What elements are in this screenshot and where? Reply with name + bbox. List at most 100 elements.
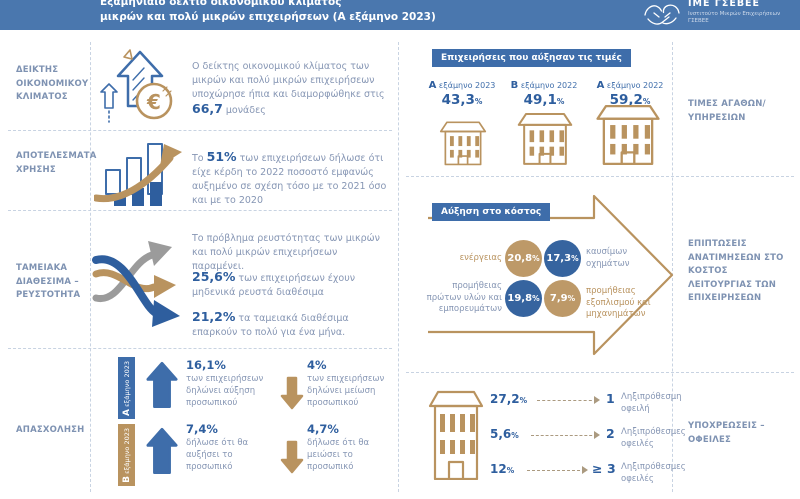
debt-value-1: 27,2% xyxy=(490,392,527,406)
section-label-employment: ΑΠΑΣΧΟΛΗΣΗ xyxy=(16,425,85,435)
up-arrow-icon xyxy=(146,426,178,480)
period-letter: Α xyxy=(596,80,605,91)
employment-down-text-1: των επιχειρήσεων δηλώνει μείωση προσωπικ… xyxy=(307,374,385,408)
value: 12 xyxy=(490,462,507,476)
results-text: Το 51% των επιχειρήσεων δήλωσε ότι είχε … xyxy=(192,150,398,208)
employment-up-value-1: 16,1% xyxy=(186,358,226,372)
divider-left-3 xyxy=(8,348,392,349)
divider-right-1 xyxy=(406,176,794,177)
debt-gte-sign: ≥ xyxy=(592,461,603,476)
employment-up-value-2: 7,4% xyxy=(186,422,218,436)
page-title-line1: Εξαμηνιαίο δελτίο οικονομικού κλίματος xyxy=(100,0,342,8)
cost-badge: Αύξηση στο κόστος xyxy=(432,203,551,221)
cost-circle-energy: 20,8% xyxy=(505,240,542,277)
price-period-3: Α εξάμηνο 2022 xyxy=(590,80,670,91)
period-text: εξάμηνο 2023 xyxy=(436,81,496,90)
cost-circle-equipment: 7,9% xyxy=(544,280,581,317)
period-text: εξάμηνο 2022 xyxy=(518,81,578,90)
value: 20,8 xyxy=(507,253,533,264)
employment-down-value-1: 4% xyxy=(307,358,327,372)
percent-sign: % xyxy=(556,97,565,106)
employment-tag-a-2023: Α εξάμηνο 2023 xyxy=(118,357,135,419)
liquidity-stat-2-value: 21,2% xyxy=(192,309,236,324)
cost-circle-raw-materials: 19,8% xyxy=(505,280,542,317)
cost-label-fuel: καυσίμων οχημάτων xyxy=(586,247,630,269)
price-value-1: 43,3% xyxy=(424,92,500,108)
value: 19,8 xyxy=(507,293,533,304)
employment-up-text-2: δήλωσε ότι θα αυξήσει το προσωπικό xyxy=(186,438,249,472)
value: 59,2 xyxy=(609,92,643,108)
debt-count-3: 3 xyxy=(607,461,616,476)
logo-title: ΙΜΕ ΓΣΕΒΕΕ xyxy=(688,0,761,9)
debt-label-1: Ληξιπρόθεσμη οφειλή xyxy=(621,392,682,414)
building-icon-large xyxy=(594,103,662,170)
price-period-2: Β εξάμηνο 2022 xyxy=(506,80,582,91)
section-label-debts: ΥΠΟΧΡΕΩΣΕΙΣ – ΟΦΕΙΛΕΣ xyxy=(688,421,765,445)
debt-value-3: 12% xyxy=(490,462,514,476)
liquidity-stat-2: 21,2% τα ταμειακά διαθέσιμα επαρκούν το … xyxy=(192,310,384,340)
big-right-arrow-icon xyxy=(426,186,674,368)
period-letter: Α xyxy=(428,80,437,91)
building-icon-debts xyxy=(428,388,484,484)
page-title: Εξαμηνιαίο δελτίο οικονομικού κλίματος μ… xyxy=(100,0,436,25)
dashed-connector-arrow xyxy=(527,466,588,474)
percent-sign: % xyxy=(532,254,540,263)
economic-climate-icon: € xyxy=(96,48,180,130)
cost-label-raw-materials: προμήθειας πρώτων υλών και εμπορευμάτων xyxy=(426,281,502,314)
handshake-icon xyxy=(642,0,682,30)
header-bar: Εξαμηνιαίο δελτίο οικονομικού κλίματος μ… xyxy=(0,0,800,30)
results-text-pre: Το xyxy=(192,153,207,164)
section-label-results: ΑΠΟΤΕΛΕΣΜΑΤΑ ΧΡΗΣΗΣ xyxy=(16,151,97,175)
building-icon-small xyxy=(437,120,489,170)
section-label-prices: ΤΙΜΕΣ ΑΓΑΘΩΝ/ ΥΠΗΡΕΣΙΩΝ xyxy=(688,99,766,123)
divider-center xyxy=(398,42,399,492)
logo-subtitle-line1: Ινστιτούτο Μικρών Επιχειρήσεων xyxy=(688,11,781,17)
percent-sign: % xyxy=(474,97,483,106)
value: 49,1 xyxy=(523,92,557,108)
cost-label-energy: ενέργειας xyxy=(459,253,502,263)
page-title-line2: μικρών και πολύ μικρών επιχειρήσεων (Α ε… xyxy=(100,11,436,23)
prices-badge: Επιχειρήσεις που αύξησαν τις τιμές xyxy=(432,49,631,67)
percent-sign: % xyxy=(511,431,519,440)
tag-letter: Β xyxy=(121,475,132,483)
debt-value-2: 5,6% xyxy=(490,427,519,441)
value: 5,6 xyxy=(490,427,512,441)
divider-left-labels xyxy=(90,42,91,492)
price-period-1: Α εξάμηνο 2023 xyxy=(424,80,500,91)
divider-right-labels xyxy=(672,42,673,492)
liquidity-stat-1-text: των επιχειρήσεων έχουν μηδενικά ρευστά δ… xyxy=(192,273,356,298)
employment-up-text-1: των επιχειρήσεων δηλώνει αύξηση προσωπικ… xyxy=(186,374,264,408)
employment-down-stat-1: 4% των επιχειρήσεων δηλώνει μείωση προσω… xyxy=(307,358,393,409)
cost-label-equipment: προμήθειας εξοπλισμού και μηχανημάτων xyxy=(586,286,651,319)
value: 7,9 xyxy=(549,293,568,304)
logo-subtitle-line2: ΓΣΕΒΕΕ xyxy=(688,18,709,24)
employment-up-stat-1: 16,1% των επιχειρήσεων δηλώνει αύξηση πρ… xyxy=(186,358,278,409)
results-value: 51% xyxy=(206,149,237,164)
logo: ΙΜΕ ΓΣΕΒΕΕ Ινστιτούτο Μικρών Επιχειρήσεω… xyxy=(642,0,780,30)
percent-sign: % xyxy=(532,294,540,303)
down-arrow-icon xyxy=(280,376,304,414)
divider-right-2 xyxy=(406,372,794,373)
up-arrow-icon xyxy=(146,360,178,414)
crossing-arrows-icon xyxy=(92,228,186,337)
percent-sign: % xyxy=(519,396,528,405)
tag-letter: Α xyxy=(121,408,132,416)
debt-label-2: Ληξιπρόθεσμες οφειλές xyxy=(621,427,686,449)
employment-down-text-2: δήλωσε ότι θα μειώσει το προσωπικό xyxy=(307,438,370,472)
percent-sign: % xyxy=(567,294,576,303)
value: 17,3 xyxy=(546,253,572,264)
climate-text-pre: Ο δείκτης οικονομικού κλίματος των μικρώ… xyxy=(192,61,385,100)
section-label-costs: ΕΠΙΠΤΩΣΕΙΣ ΑΝΑΤΙΜΗΣΕΩΝ ΣΤΟ ΚΟΣΤΟΣ ΛΕΙΤΟΥ… xyxy=(688,239,784,303)
price-value-2: 49,1% xyxy=(506,92,582,108)
dashed-connector-arrow xyxy=(531,431,600,439)
liquidity-stat-2-text: τα ταμειακά διαθέσιμα επαρκούν το πολύ γ… xyxy=(192,313,349,338)
employment-down-value-2: 4,7% xyxy=(307,422,339,436)
liquidity-stat-1: 25,6% των επιχειρήσεων έχουν μηδενικά ρε… xyxy=(192,270,384,300)
debt-count-1: 1 xyxy=(606,391,615,406)
section-label-liquidity: ΤΑΜΕΙΑΚΑ ΔΙΑΘΕΣΙΜΑ – ΡΕΥΣΤΟΤΗΤΑ xyxy=(16,263,81,300)
climate-text-post: μονάδες xyxy=(222,105,266,116)
profit-bar-chart-icon xyxy=(92,136,182,210)
percent-sign: % xyxy=(571,254,579,263)
period-text: εξάμηνο 2022 xyxy=(604,81,664,90)
